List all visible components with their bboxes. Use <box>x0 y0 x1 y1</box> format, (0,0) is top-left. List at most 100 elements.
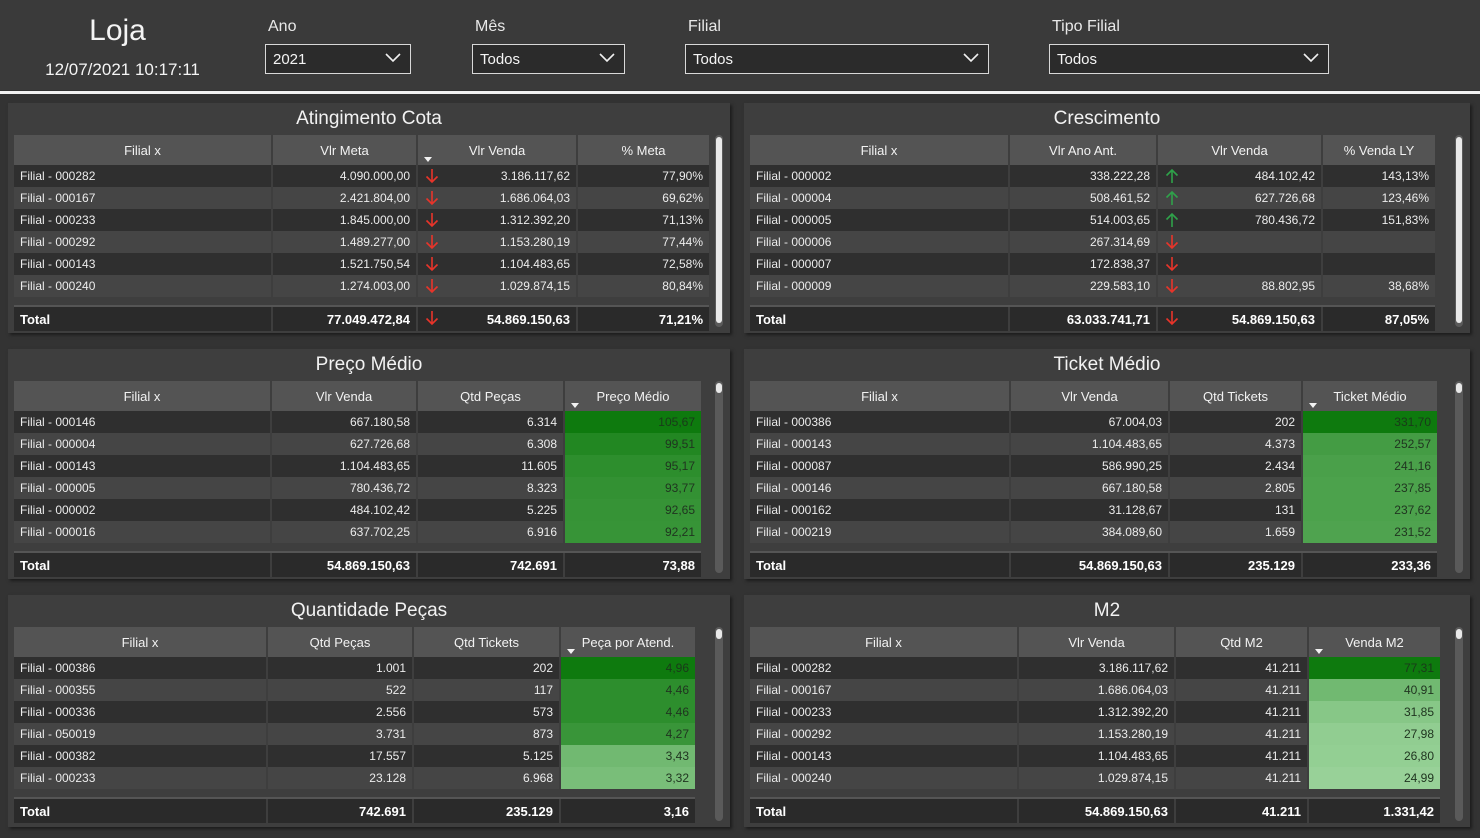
venda-cell: 3.186.117,62 <box>416 165 577 187</box>
table-row[interactable]: Filial - 000167 2.421.804,00 1.686.064,03 6… <box>14 187 709 209</box>
column-header[interactable]: Filial x <box>14 381 271 411</box>
filter-tipo-filial-dropdown[interactable]: Todos <box>1049 44 1329 74</box>
column-header[interactable]: Vlr Venda <box>270 381 417 411</box>
column-header[interactable]: Qtd Tickets <box>412 627 560 657</box>
table-row[interactable]: Filial - 000143 1.104.483,65 11.605 95,17 <box>14 455 701 477</box>
column-header[interactable]: Venda M2 <box>1307 627 1440 657</box>
vertical-scrollbar[interactable] <box>715 627 723 821</box>
filter-mes-dropdown[interactable]: Todos <box>472 44 625 74</box>
table-row[interactable]: Filial - 000386 67.004,03 202 331,70 <box>750 411 1437 433</box>
table-row[interactable]: Filial - 000355 522 117 4,46 <box>14 679 695 701</box>
heatmap-cell: 331,70 <box>1301 411 1437 433</box>
value-cell: 131 <box>1168 499 1302 521</box>
column-header[interactable]: Vlr Ano Ant. <box>1008 135 1157 165</box>
table-row[interactable]: Filial - 000087 586.990,25 2.434 241,16 <box>750 455 1437 477</box>
table-row[interactable]: Filial - 000386 1.001 202 4,96 <box>14 657 695 679</box>
table-row[interactable]: Filial - 000146 667.180,58 2.805 237,85 <box>750 477 1437 499</box>
table-row[interactable]: Filial - 000143 1.104.483,65 41.211 26,80 <box>750 745 1440 767</box>
table-row[interactable]: Filial - 000146 667.180,58 6.314 105,67 <box>14 411 701 433</box>
column-header[interactable]: Filial x <box>750 627 1018 657</box>
table-row[interactable]: Filial - 000143 1.521.750,54 1.104.483,65 7… <box>14 253 709 275</box>
column-header[interactable]: Filial x <box>14 627 267 657</box>
column-header[interactable]: Qtd M2 <box>1174 627 1308 657</box>
table-row[interactable]: Filial - 000219 384.089,60 1.659 231,52 <box>750 521 1437 543</box>
panel-preco-medio: Preço Médio Filial x Vlr Venda Qtd Peças… <box>8 349 730 579</box>
table-row[interactable]: Filial - 000007 172.838,37 <box>750 253 1435 275</box>
column-header[interactable]: Vlr Venda <box>1156 135 1322 165</box>
percent-cell: 143,13% <box>1321 165 1435 187</box>
table-row[interactable]: Filial - 000240 1.029.874,15 41.211 24,99 <box>750 767 1440 789</box>
scrollbar-thumb[interactable] <box>1456 137 1462 323</box>
filter-ano-dropdown[interactable]: 2021 <box>265 44 411 74</box>
total-value: 742.691 <box>416 551 564 577</box>
column-header[interactable]: Filial x <box>14 135 272 165</box>
table-row[interactable]: Filial - 000009 229.583,10 88.802,95 38,68% <box>750 275 1435 297</box>
column-header[interactable]: Ticket Médio <box>1301 381 1437 411</box>
column-header[interactable]: Vlr Venda <box>416 135 577 165</box>
table-row[interactable]: Filial - 000143 1.104.483,65 4.373 252,57 <box>750 433 1437 455</box>
table-row[interactable]: Filial - 000016 637.702,25 6.916 92,21 <box>14 521 701 543</box>
value-cell: 586.990,25 <box>1009 455 1169 477</box>
table-row[interactable]: Filial - 000005 780.436,72 8.323 93,77 <box>14 477 701 499</box>
value-cell: 6.314 <box>416 411 564 433</box>
filial-cell: Filial - 000219 <box>750 521 1010 543</box>
column-header[interactable]: % Meta <box>576 135 709 165</box>
filter-filial-dropdown[interactable]: Todos <box>685 44 989 74</box>
table-row[interactable]: Filial - 000167 1.686.064,03 41.211 40,91 <box>750 679 1440 701</box>
table-row[interactable]: Filial - 000005 514.003,65 780.436,72 151,8… <box>750 209 1435 231</box>
vertical-scrollbar[interactable] <box>715 135 723 327</box>
table-row[interactable]: Filial - 000233 1.312.392,20 41.211 31,85 <box>750 701 1440 723</box>
filial-cell: Filial - 000162 <box>750 499 1010 521</box>
value-cell: 573 <box>412 701 560 723</box>
table-spacer <box>750 297 1435 306</box>
table-row[interactable]: Filial - 000004 627.726,68 6.308 99,51 <box>14 433 701 455</box>
column-header[interactable]: Peça por Atend. <box>559 627 695 657</box>
heatmap-cell: 4,46 <box>559 701 695 723</box>
table-row[interactable]: Filial - 000233 23.128 6.968 3,32 <box>14 767 695 789</box>
column-header[interactable]: Filial x <box>750 135 1009 165</box>
scrollbar-thumb[interactable] <box>716 629 722 639</box>
scrollbar-thumb[interactable] <box>1456 383 1462 393</box>
table-row[interactable]: Filial - 000006 267.314,69 <box>750 231 1435 253</box>
column-header[interactable]: Vlr Meta <box>271 135 417 165</box>
percent-cell: 38,68% <box>1321 275 1435 297</box>
scrollbar-thumb[interactable] <box>716 137 722 323</box>
column-header[interactable]: Qtd Peças <box>266 627 413 657</box>
vertical-scrollbar[interactable] <box>715 381 723 573</box>
table-row[interactable]: Filial - 000282 4.090.000,00 3.186.117,62 7… <box>14 165 709 187</box>
table-row[interactable]: Filial - 000002 338.222,28 484.102,42 143,1… <box>750 165 1435 187</box>
value-cell: 4.090.000,00 <box>271 165 417 187</box>
sort-descending-icon <box>1315 649 1323 654</box>
table-row[interactable]: Filial - 000002 484.102,42 5.225 92,65 <box>14 499 701 521</box>
vertical-scrollbar[interactable] <box>1455 135 1463 327</box>
scrollbar-thumb[interactable] <box>1456 629 1462 639</box>
heatmap-cell: 99,51 <box>563 433 701 455</box>
column-header[interactable]: Vlr Venda <box>1017 627 1175 657</box>
chevron-down-icon <box>385 53 401 63</box>
column-header[interactable]: Qtd Tickets <box>1168 381 1302 411</box>
arrow-down-icon <box>425 279 439 294</box>
column-header[interactable]: Qtd Peças <box>416 381 564 411</box>
m2-table: Filial x Vlr Venda Qtd M2 Venda M2 Filia… <box>750 627 1440 823</box>
vertical-scrollbar[interactable] <box>1455 381 1463 573</box>
column-header[interactable]: Filial x <box>750 381 1010 411</box>
column-header[interactable]: Vlr Venda <box>1009 381 1169 411</box>
table-row[interactable]: Filial - 000292 1.153.280,19 41.211 27,98 <box>750 723 1440 745</box>
value-cell: 6.968 <box>412 767 560 789</box>
table-row[interactable]: Filial - 000162 31.128,67 131 237,62 <box>750 499 1437 521</box>
table-row[interactable]: Filial - 000336 2.556 573 4,46 <box>14 701 695 723</box>
table-row[interactable]: Filial - 050019 3.731 873 4,27 <box>14 723 695 745</box>
column-header[interactable]: Preço Médio <box>563 381 701 411</box>
table-row[interactable]: Filial - 000233 1.845.000,00 1.312.392,20 7… <box>14 209 709 231</box>
table-row[interactable]: Filial - 000292 1.489.277,00 1.153.280,19 7… <box>14 231 709 253</box>
value-cell: 514.003,65 <box>1008 209 1157 231</box>
table-row[interactable]: Filial - 000004 508.461,52 627.726,68 123,4… <box>750 187 1435 209</box>
table-row[interactable]: Filial - 000282 3.186.117,62 41.211 77,31 <box>750 657 1440 679</box>
table-row[interactable]: Filial - 000382 17.557 5.125 3,43 <box>14 745 695 767</box>
scrollbar-thumb[interactable] <box>716 383 722 393</box>
table-row[interactable]: Filial - 000240 1.274.003,00 1.029.874,15 8… <box>14 275 709 297</box>
vertical-scrollbar[interactable] <box>1455 627 1463 821</box>
filter-filial-label: Filial <box>688 18 721 35</box>
value-cell: 4.373 <box>1168 433 1302 455</box>
column-header[interactable]: % Venda LY <box>1321 135 1435 165</box>
